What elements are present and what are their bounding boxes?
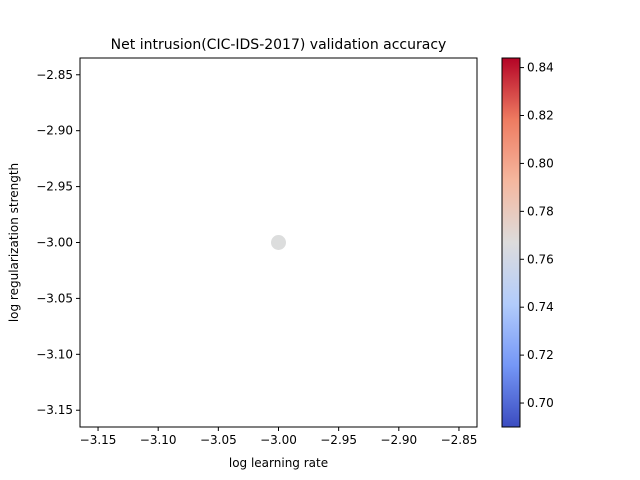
x-tick-label: −3.10 bbox=[140, 433, 177, 447]
y-tick-label: −2.95 bbox=[36, 180, 73, 194]
x-tick-label: −2.90 bbox=[380, 433, 417, 447]
y-tick-label: −3.05 bbox=[36, 291, 73, 305]
x-tick-label: −3.05 bbox=[200, 433, 237, 447]
colorbar-tick-label: 0.80 bbox=[527, 156, 554, 170]
y-tick-label: −3.15 bbox=[36, 403, 73, 417]
colorbar-axis: 0.70 0.72 0.74 0.76 0.78 0.80 0.82 0.84 bbox=[520, 61, 554, 410]
colorbar-tick-label: 0.82 bbox=[527, 109, 554, 123]
x-tick-label: −2.95 bbox=[320, 433, 357, 447]
colorbar-tick-label: 0.76 bbox=[527, 252, 554, 266]
plot-area bbox=[271, 235, 286, 250]
x-tick-label: −3.15 bbox=[80, 433, 117, 447]
y-axis-label: log regularization strength bbox=[7, 163, 21, 322]
x-axis-label: log learning rate bbox=[229, 456, 328, 470]
y-tick-label: −2.90 bbox=[36, 124, 73, 138]
colorbar-tick-label: 0.72 bbox=[527, 348, 554, 362]
data-point bbox=[271, 235, 286, 250]
x-tick-label: −2.85 bbox=[441, 433, 478, 447]
y-tick-label: −3.00 bbox=[36, 236, 73, 250]
chart-title: Net intrusion(CIC-IDS-2017) validation a… bbox=[111, 37, 447, 53]
colorbar-tick-label: 0.84 bbox=[527, 61, 554, 75]
colorbar-tick-label: 0.78 bbox=[527, 204, 554, 218]
colorbar-tick-label: 0.74 bbox=[527, 300, 554, 314]
y-tick-label: −2.85 bbox=[36, 68, 73, 82]
y-tick-label: −3.10 bbox=[36, 347, 73, 361]
colorbar bbox=[501, 57, 521, 428]
x-tick-label: −3.00 bbox=[260, 433, 297, 447]
colorbar-tick-label: 0.70 bbox=[527, 396, 554, 410]
x-axis: −3.15 −3.10 −3.05 −3.00 −2.95 −2.90 −2.85 bbox=[80, 427, 478, 447]
y-axis: −2.85 −2.90 −2.95 −3.00 −3.05 −3.10 −3.15 bbox=[36, 68, 80, 417]
